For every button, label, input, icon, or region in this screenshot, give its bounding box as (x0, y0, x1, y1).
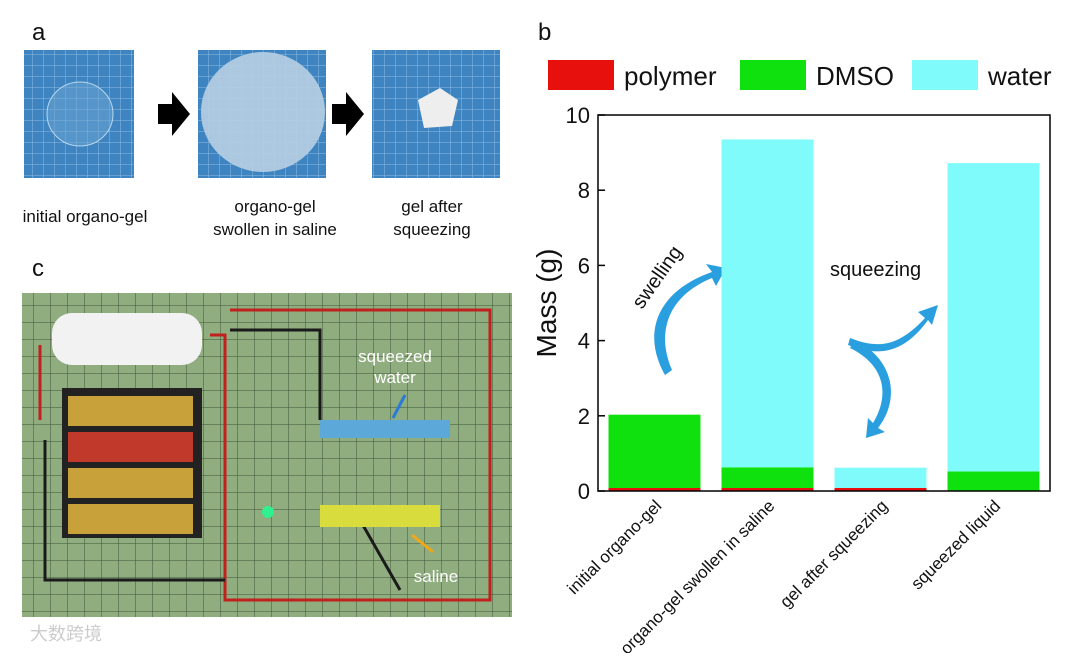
battery (68, 396, 193, 426)
curved-arrow (654, 264, 726, 375)
panel-label: c (32, 255, 44, 282)
caption: initial organo-gel (23, 207, 148, 226)
legend-swatch (912, 60, 978, 90)
annotation: swelling (628, 242, 687, 313)
battery (68, 468, 193, 498)
bar-segment (834, 487, 927, 491)
y-tick-label: 0 (578, 479, 590, 504)
photo-label: saline (414, 567, 458, 586)
bar-segment (608, 414, 701, 488)
tube (320, 505, 440, 527)
switch (52, 313, 202, 365)
caption: swollen in saline (213, 220, 337, 239)
gel (418, 88, 458, 128)
arrow (332, 92, 364, 136)
y-tick-label: 4 (578, 329, 590, 354)
battery (68, 432, 193, 462)
led (262, 506, 274, 518)
y-tick-label: 2 (578, 404, 590, 429)
legend-swatch (548, 60, 614, 90)
bar-segment (721, 467, 814, 488)
plot-frame (597, 114, 1051, 492)
curved-arrow (850, 340, 891, 438)
bar-segment (721, 139, 814, 468)
photo-row (24, 50, 500, 178)
photo-label: squeezed (358, 347, 432, 366)
x-tick-label: gel after squeezing (776, 496, 891, 611)
arrow (158, 92, 190, 136)
legend-label: water (987, 61, 1052, 91)
caption: gel after (401, 197, 463, 216)
photo-label: water (373, 368, 416, 387)
wire (38, 308, 492, 602)
bar-segment (834, 467, 927, 488)
legend-label: DMSO (816, 61, 894, 91)
annotation: squeezing (830, 259, 921, 281)
legend-swatch (740, 60, 806, 90)
bar-segment (947, 471, 1040, 491)
x-tick-label: initial organo-gel (564, 496, 666, 598)
wire (43, 328, 402, 591)
caption: squeezing (393, 220, 471, 239)
y-axis-label: Mass (g) (531, 249, 562, 358)
bar-segment (721, 487, 814, 491)
gel (201, 52, 325, 172)
watermark: 大数跨境 (30, 624, 102, 644)
pointer (391, 394, 407, 419)
battery (68, 504, 193, 534)
x-tick-label: squeezed liquid (907, 496, 1004, 593)
bar-segment (947, 163, 1040, 472)
y-tick-label: 10 (566, 103, 590, 128)
panel-label: a (32, 19, 46, 46)
gel (46, 81, 114, 147)
circuit-photo (22, 293, 512, 617)
pointer (411, 533, 434, 554)
legend-label: polymer (624, 61, 717, 91)
y-tick-label: 6 (578, 253, 590, 278)
y-tick-label: 8 (578, 178, 590, 203)
panel-label: b (538, 19, 551, 46)
caption: organo-gel (234, 197, 315, 216)
tube (320, 420, 450, 438)
bar-segment (608, 487, 701, 491)
